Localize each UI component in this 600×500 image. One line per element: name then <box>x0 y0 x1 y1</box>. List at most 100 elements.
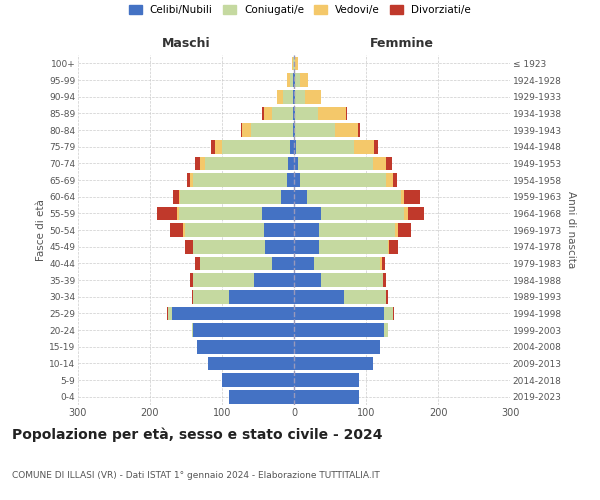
Bar <box>346 106 347 120</box>
Bar <box>179 206 262 220</box>
Bar <box>265 240 294 254</box>
Bar <box>272 106 293 120</box>
Bar <box>401 190 404 203</box>
Bar <box>264 223 294 237</box>
Bar <box>386 173 394 187</box>
Bar <box>298 156 373 170</box>
Bar <box>183 223 185 237</box>
Bar <box>300 173 386 187</box>
Bar <box>384 306 392 320</box>
Bar <box>294 390 359 404</box>
Bar <box>170 223 183 237</box>
Bar <box>200 156 205 170</box>
Bar <box>272 256 294 270</box>
Bar <box>295 73 300 87</box>
Bar <box>295 123 335 137</box>
Bar <box>190 273 193 287</box>
Bar <box>373 156 386 170</box>
Bar <box>193 240 265 254</box>
Bar <box>180 190 281 203</box>
Bar <box>190 173 193 187</box>
Bar <box>294 323 384 337</box>
Bar <box>295 106 319 120</box>
Bar <box>179 190 180 203</box>
Y-axis label: Fasce di età: Fasce di età <box>36 199 46 261</box>
Bar <box>277 90 283 104</box>
Bar <box>404 190 420 203</box>
Bar <box>292 56 293 70</box>
Bar <box>294 123 295 137</box>
Bar <box>283 90 293 104</box>
Bar <box>386 156 392 170</box>
Bar <box>281 190 294 203</box>
Bar <box>319 106 346 120</box>
Bar <box>294 223 319 237</box>
Bar <box>322 206 404 220</box>
Bar <box>394 173 397 187</box>
Bar <box>251 123 293 137</box>
Bar <box>167 306 168 320</box>
Bar <box>294 156 298 170</box>
Bar <box>319 240 388 254</box>
Bar <box>294 256 314 270</box>
Bar <box>178 206 179 220</box>
Bar <box>294 240 319 254</box>
Bar <box>194 256 200 270</box>
Bar <box>293 56 294 70</box>
Bar <box>392 306 394 320</box>
Bar <box>262 106 264 120</box>
Bar <box>404 206 408 220</box>
Bar <box>185 223 264 237</box>
Bar <box>335 123 358 137</box>
Bar <box>192 323 193 337</box>
Bar <box>264 106 272 120</box>
Bar <box>262 206 294 220</box>
Bar <box>222 140 290 153</box>
Bar <box>194 156 200 170</box>
Bar <box>300 73 308 87</box>
Text: COMUNE DI ILLASI (VR) - Dati ISTAT 1° gennaio 2024 - Elaborazione TUTTITALIA.IT: COMUNE DI ILLASI (VR) - Dati ISTAT 1° ge… <box>12 471 380 480</box>
Bar <box>294 340 380 353</box>
Bar <box>254 273 294 287</box>
Bar <box>294 306 384 320</box>
Bar <box>192 290 193 304</box>
Bar <box>294 290 344 304</box>
Bar <box>187 173 190 187</box>
Bar <box>211 140 215 153</box>
Bar <box>294 356 373 370</box>
Bar <box>287 73 290 87</box>
Bar <box>242 123 251 137</box>
Bar <box>193 323 294 337</box>
Bar <box>208 356 294 370</box>
Bar <box>222 373 294 387</box>
Bar <box>193 273 254 287</box>
Text: Popolazione per età, sesso e stato civile - 2024: Popolazione per età, sesso e stato civil… <box>12 428 383 442</box>
Bar <box>384 323 388 337</box>
Bar <box>200 256 272 270</box>
Bar <box>358 123 359 137</box>
Bar <box>197 340 294 353</box>
Bar <box>157 206 178 220</box>
Bar <box>290 73 293 87</box>
Bar <box>172 306 294 320</box>
Bar <box>193 173 287 187</box>
Bar <box>288 156 294 170</box>
Bar <box>293 73 294 87</box>
Bar <box>305 90 320 104</box>
Bar <box>382 256 385 270</box>
Bar <box>307 190 401 203</box>
Bar <box>241 123 242 137</box>
Bar <box>293 106 294 120</box>
Legend: Celibi/Nubili, Coniugati/e, Vedovi/e, Divorziati/e: Celibi/Nubili, Coniugati/e, Vedovi/e, Di… <box>129 5 471 15</box>
Bar <box>185 240 193 254</box>
Text: Femmine: Femmine <box>370 37 434 50</box>
Bar <box>287 173 294 187</box>
Bar <box>344 290 386 304</box>
Bar <box>294 73 295 87</box>
Bar <box>205 156 288 170</box>
Bar <box>395 223 398 237</box>
Bar <box>294 140 296 153</box>
Bar <box>229 390 294 404</box>
Bar <box>398 223 412 237</box>
Text: Maschi: Maschi <box>161 37 211 50</box>
